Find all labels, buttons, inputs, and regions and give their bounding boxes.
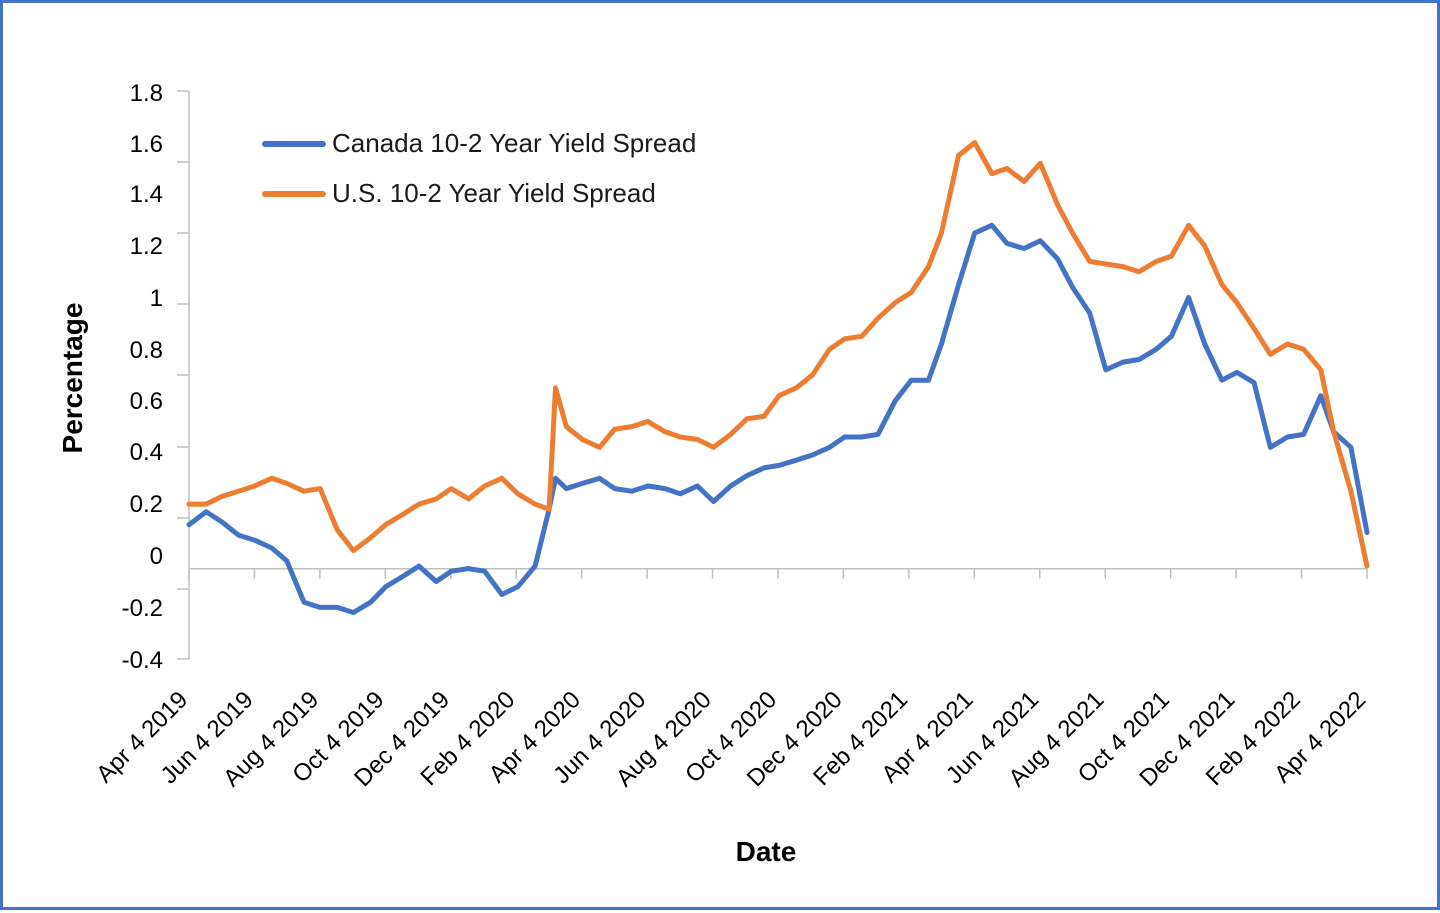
y-tick-label: 0.8 (130, 337, 163, 364)
x-axis-title: Date (736, 836, 797, 867)
legend-label-canada: Canada 10-2 Year Yield Spread (332, 128, 696, 158)
legend-label-us: U.S. 10-2 Year Yield Spread (332, 178, 656, 208)
y-tick-label: 1 (150, 285, 163, 312)
y-tick-label: 1.2 (130, 233, 163, 260)
y-axis: 1.8 1.6 1.4 1.2 1 0.8 0.6 0.4 0.2 0 -0.2 -0.4 (122, 80, 190, 674)
y-tick-label: 0 (150, 543, 163, 570)
legend: Canada 10-2 Year Yield Spread U.S. 10-2 … (262, 128, 696, 208)
y-tick-label: 1.4 (130, 181, 163, 208)
y-tick-label: -0.4 (122, 647, 163, 674)
series-line-canada (186, 222, 1370, 615)
y-tick-label: 1.6 (130, 131, 163, 158)
series-line-us (186, 140, 1370, 569)
series-lines (186, 140, 1370, 615)
yield-spread-chart: 1.8 1.6 1.4 1.2 1 0.8 0.6 0.4 0.2 0 -0.2 -0.4 Apr 4… (57, 80, 1371, 867)
y-axis-title: Percentage (57, 303, 88, 454)
y-tick-label: 0.2 (130, 491, 163, 518)
y-tick-label: 0.6 (130, 388, 163, 415)
y-tick-label: 1.8 (130, 80, 163, 107)
y-tick-label: -0.2 (122, 595, 163, 622)
y-tick-label: 0.4 (130, 439, 163, 466)
